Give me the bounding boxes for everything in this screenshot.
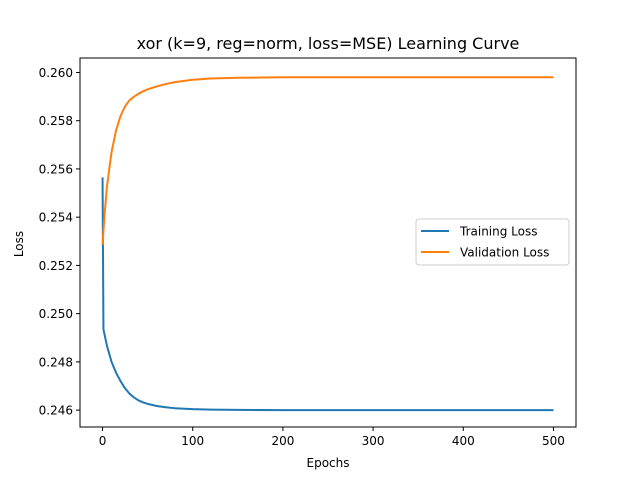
y-tick-label: 0.246	[39, 404, 73, 418]
legend-label-validation-loss: Validation Loss	[460, 246, 549, 260]
x-tick-label: 200	[271, 434, 294, 448]
x-tick-label: 300	[362, 434, 385, 448]
y-axis-label: Loss	[12, 231, 26, 257]
legend-frame	[415, 218, 570, 266]
x-axis-label: Epochs	[307, 456, 350, 470]
x-tick-label: 500	[542, 434, 565, 448]
x-tick-label: 0	[99, 434, 107, 448]
y-tick-label: 0.258	[39, 114, 73, 128]
x-tick-label: 400	[452, 434, 475, 448]
y-tick-label: 0.250	[39, 307, 73, 321]
plot-area	[101, 76, 554, 412]
legend-label-training-loss: Training Loss	[459, 225, 537, 239]
legend: Training Loss Validation Loss	[415, 218, 570, 266]
y-tick-label: 0.254	[39, 211, 73, 225]
axes-frame	[79, 57, 577, 428]
axes: 0 100 200 300 400 500 0.246 0.248 0.250 0.252 0.25…	[39, 57, 577, 448]
y-tick-label: 0.260	[39, 66, 73, 80]
series-line-validation-loss	[101, 76, 554, 245]
y-tick-label: 0.252	[39, 259, 73, 273]
y-tick-label: 0.248	[39, 355, 73, 369]
chart-title: xor (k=9, reg=norm, loss=MSE) Learning C…	[137, 34, 520, 53]
y-tick-label: 0.256	[39, 162, 73, 176]
x-tick-label: 100	[181, 434, 204, 448]
series-line-training-loss	[101, 177, 554, 412]
